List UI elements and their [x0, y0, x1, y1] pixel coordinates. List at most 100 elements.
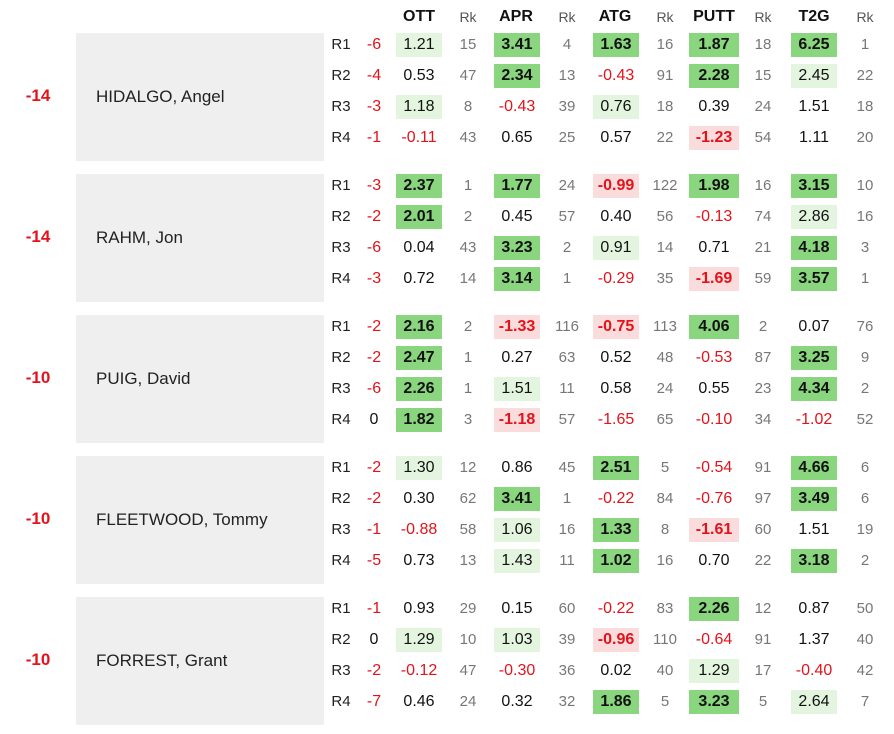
stat-rank: 1	[860, 36, 870, 53]
stat-rank: 14	[656, 239, 674, 256]
stat-value-apr: 1.43	[494, 549, 540, 573]
stat-rank: 2	[860, 552, 870, 569]
round-label: R3	[331, 239, 351, 256]
round-row: R3 -6 0.04 43 3.23 2 0.91 14 0.71 21 4.18 3	[0, 234, 894, 261]
stat-rank: 5	[660, 693, 670, 710]
player-name: FORREST, Grant	[96, 651, 228, 670]
stat-value-t2g: 2.86	[791, 205, 837, 229]
round-label: R1	[331, 36, 351, 53]
round-label: R3	[331, 662, 351, 679]
stat-rank: 1	[463, 177, 473, 194]
round-label: R2	[331, 490, 351, 507]
stat-value-atg: -0.22	[597, 490, 635, 507]
round-score: -2	[366, 349, 382, 366]
stat-rank: 47	[459, 662, 477, 679]
stat-value-putt: -0.54	[695, 459, 733, 476]
stat-rank: 59	[754, 270, 772, 287]
stat-value-apr: 1.06	[494, 518, 540, 542]
stat-value-t2g: 2.64	[791, 690, 837, 714]
player-block: -10 FORREST, Grant R1 -1 0.93 29 0.15 60 -0.22 83…	[0, 595, 894, 725]
stat-rank: 110	[653, 631, 677, 648]
stat-value-putt: 2.28	[689, 64, 739, 88]
stat-value-atg: -0.43	[597, 67, 635, 84]
stat-rank: 24	[558, 177, 576, 194]
stat-value-putt: -0.64	[695, 631, 733, 648]
stat-rank: 20	[856, 129, 874, 146]
stat-value-atg: -0.99	[593, 174, 639, 198]
stat-rank: 4	[562, 36, 572, 53]
stat-rank: 62	[459, 490, 477, 507]
stat-rank: 42	[856, 662, 874, 679]
stat-value-apr: 3.23	[494, 236, 540, 260]
player-total-score: -14	[25, 86, 51, 105]
stat-value-ott: 0.04	[403, 239, 435, 256]
stat-value-apr: 1.77	[494, 174, 540, 198]
stat-rank: 116	[555, 318, 579, 335]
stat-value-ott: 1.30	[396, 456, 442, 480]
stat-value-putt: 0.39	[698, 98, 730, 115]
round-score: -2	[366, 459, 382, 476]
round-label: R1	[331, 177, 351, 194]
stat-value-putt: -0.76	[695, 490, 733, 507]
player-block: -14 RAHM, Jon R1 -3 2.37 1 1.77 24 -0.99 122 1.98 1…	[0, 172, 894, 302]
stat-value-ott: -0.88	[400, 521, 438, 538]
round-score: -6	[366, 36, 382, 53]
round-label: R3	[331, 521, 351, 538]
round-label: R4	[331, 693, 351, 710]
stat-value-putt: -0.10	[695, 411, 733, 428]
round-score: -1	[366, 129, 382, 146]
round-row: R4 -3 0.72 14 3.14 1 -0.29 35 -1.69 59 3.57 1	[0, 265, 894, 292]
stat-value-atg: 1.86	[593, 690, 639, 714]
stat-rank: 9	[860, 349, 870, 366]
stat-value-apr: 1.51	[494, 377, 540, 401]
stat-value-ott: -0.11	[401, 129, 437, 146]
stat-rank: 3	[463, 411, 473, 428]
stat-rank: 36	[558, 662, 576, 679]
stat-rank: 22	[754, 552, 772, 569]
round-row: R2 -2 0.30 62 3.41 1 -0.22 84 -0.76 97 3.49 6	[0, 485, 894, 512]
stat-value-atg: -0.75	[593, 315, 639, 339]
stat-value-putt: -1.69	[689, 267, 739, 291]
player-name-cell: PUIG, David	[76, 315, 324, 443]
stat-value-t2g: 1.51	[798, 521, 830, 538]
stat-rank: 16	[754, 177, 772, 194]
column-header-atg: ATG	[598, 8, 632, 25]
stat-value-putt: 0.71	[698, 239, 730, 256]
round-label: R1	[331, 459, 351, 476]
stat-rank: 43	[459, 239, 477, 256]
round-row: R4 -7 0.46 24 0.32 32 1.86 5 3.23 5 2.64 7	[0, 688, 894, 715]
stat-rank: 43	[459, 129, 477, 146]
stat-rank: 91	[754, 631, 772, 648]
stat-rank: 39	[558, 631, 576, 648]
stat-value-putt: -1.23	[689, 126, 739, 150]
stat-rank: 16	[656, 36, 674, 53]
stat-value-apr: -1.18	[494, 408, 540, 432]
stat-rank: 58	[459, 521, 477, 538]
stat-rank: 21	[754, 239, 772, 256]
stat-value-apr: 0.32	[501, 693, 533, 710]
stat-rank: 12	[754, 600, 772, 617]
stat-value-ott: 0.73	[403, 552, 435, 569]
player-name: RAHM, Jon	[96, 228, 183, 247]
column-header-putt: PUTT	[693, 8, 735, 25]
stat-rank: 39	[558, 98, 576, 115]
stat-rank: 60	[558, 600, 576, 617]
stat-rank: 34	[754, 411, 772, 428]
stat-value-apr: 0.86	[501, 459, 533, 476]
stat-rank: 10	[459, 631, 477, 648]
stat-rank: 35	[656, 270, 674, 287]
stat-rank: 84	[656, 490, 674, 507]
stat-rank: 16	[558, 521, 576, 538]
column-header-t2g: T2G	[798, 8, 830, 25]
stat-value-atg: 1.33	[593, 518, 639, 542]
stat-value-atg: 1.63	[593, 33, 639, 57]
stat-rank: 10	[856, 177, 874, 194]
stat-rank: 11	[559, 552, 575, 569]
stat-value-ott: -0.12	[400, 662, 438, 679]
round-row: R2 -2 2.47 1 0.27 63 0.52 48 -0.53 87 3.25 9	[0, 344, 894, 371]
stat-rank: 76	[856, 318, 874, 335]
player-block: -10 PUIG, David R1 -2 2.16 2 -1.33 116 -0.75 113 4…	[0, 313, 894, 443]
column-header-rank: Rk	[856, 9, 874, 25]
stat-value-t2g: -1.02	[795, 411, 833, 428]
stat-rank: 1	[562, 490, 572, 507]
